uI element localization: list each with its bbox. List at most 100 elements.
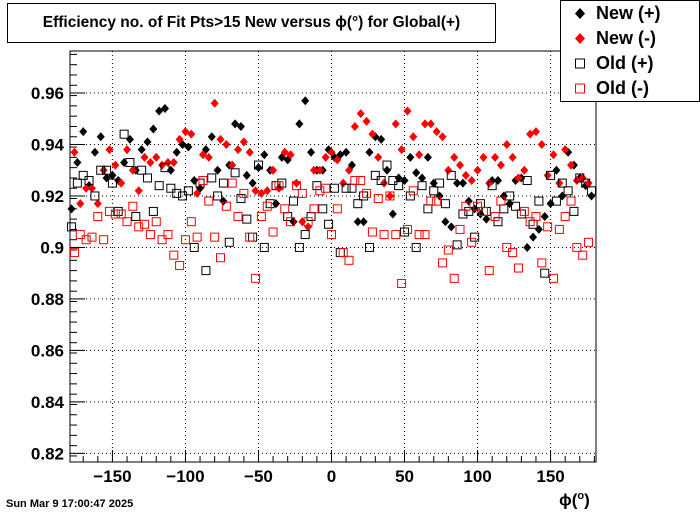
data-point-square [350,176,360,186]
data-point-square [359,191,369,201]
data-point-square [548,273,558,283]
data-point-diamond [549,150,558,160]
data-point-diamond [441,217,450,227]
data-point-square [385,191,395,201]
y-tick-label: 0.86 [31,341,64,360]
data-point-diamond [204,152,213,162]
data-point-square [239,188,249,198]
data-point-diamond [482,214,491,224]
data-point-square [362,188,372,198]
legend-item-old-plus: Old (+) [561,51,700,76]
data-point-square [286,217,296,227]
data-point-diamond [169,157,178,167]
data-point-square [262,201,272,211]
data-point-diamond [175,134,184,144]
data-point-square [414,230,424,240]
data-point-square [379,230,389,240]
data-point-diamond [523,242,532,252]
data-point-diamond [397,145,406,155]
tick-labels: −150 −100 −50 0 50 100 150 0.82 0.84 0.86 0.88 0.9 0… [31,84,565,486]
data-point-square [160,163,170,173]
data-point-square [151,217,161,227]
data-point-square [291,181,301,191]
data-point-diamond [292,178,301,188]
data-point-square [189,242,199,252]
x-axis-title-degree: o [577,490,585,502]
data-point-diamond [339,178,348,188]
grid [70,51,596,462]
data-point-diamond [453,178,462,188]
data-point-square [376,176,386,186]
data-point-square [566,196,576,206]
data-point-square [332,204,342,214]
y-tick-label: 0.9 [40,238,64,257]
data-point-diamond [184,142,193,152]
data-point-diamond [155,106,164,116]
data-point-square [163,230,173,240]
data-point-diamond [67,204,76,214]
data-point-square [69,248,79,258]
data-point-diamond [362,116,371,126]
data-point-square [435,178,445,188]
data-point-square [569,206,579,216]
data-point-diamond [458,178,467,188]
data-point-diamond [526,129,535,139]
data-point-square [145,230,155,240]
data-point-square [502,242,512,252]
data-point-square [470,232,480,242]
data-point-square [402,224,412,234]
data-point-square [180,235,190,245]
data-point-square [490,212,500,222]
data-point-diamond [403,106,412,116]
data-point-square [236,194,246,204]
legend: New (+) New (-) Old (+) Old (-) [560,0,700,102]
data-point-square [195,178,205,188]
legend-label: Old (+) [596,53,654,73]
data-point-diamond [508,152,517,162]
data-point-square [522,176,532,186]
data-point-square [391,230,401,240]
data-point-square [493,217,503,227]
data-point-square [417,181,427,191]
data-point-diamond [242,170,251,180]
data-point-diamond [555,178,564,188]
data-point-diamond [444,165,453,175]
data-point-square [230,168,240,178]
chart-title: Efficiency no. of Fit Pts>15 New versus … [7,3,496,43]
data-point-diamond [216,134,225,144]
x-tick-label: 150 [536,467,564,486]
data-point-square [394,181,404,191]
chart-title-text: Efficiency no. of Fit Pts>15 New versus … [42,14,461,31]
data-point-diamond [485,178,494,188]
x-tick-label: 50 [395,467,414,486]
data-point-square [344,255,354,265]
data-point-square [221,201,231,211]
data-point-square [251,273,261,283]
data-point-square [216,253,226,263]
legend-label: Old (-) [596,78,649,98]
timestamp: Sun Mar 9 17:00:47 2025 [6,498,134,510]
data-point-square [175,260,185,270]
open-square-red-marker [575,83,585,94]
data-point-diamond [128,165,137,175]
data-point-diamond [345,165,354,175]
data-point-diamond [117,178,126,188]
data-point-diamond [412,168,421,178]
data-point-square [256,212,266,222]
data-point-diamond [236,121,245,131]
legend-item-old-minus: Old (-) [561,76,700,101]
data-point-diamond [447,222,456,232]
data-point-square [128,201,138,211]
data-point-diamond [248,178,257,188]
y-tick-label: 0.96 [31,84,64,103]
data-point-square [300,230,310,240]
data-point-square [353,199,363,209]
data-point-diamond [239,137,248,147]
data-point-square [367,227,377,237]
data-point-diamond [172,147,181,157]
data-point-diamond [385,191,394,201]
data-point-square [519,206,529,216]
data-point-square [183,186,193,196]
data-point-square [411,242,421,252]
legend-item-new-plus: New (+) [561,1,700,26]
